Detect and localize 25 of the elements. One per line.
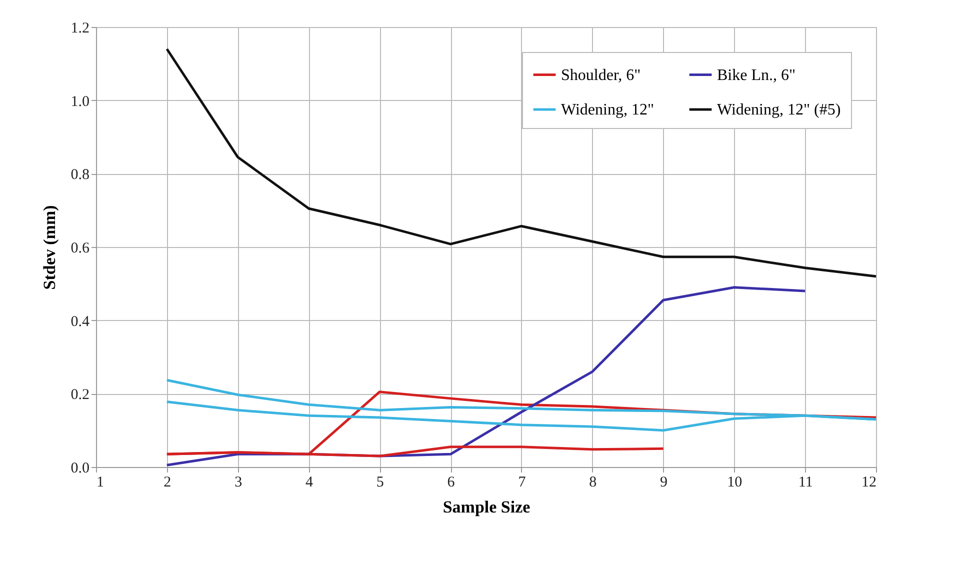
x-tick-label: 5 (376, 474, 384, 490)
x-tick-label: 8 (589, 474, 597, 490)
x-tick-label: 10 (727, 474, 742, 490)
x-axis-title: Sample Size (442, 498, 531, 516)
y-tick-label: 0.2 (70, 387, 90, 404)
x-tick-label: 3 (234, 474, 242, 490)
x-tick-label: 7 (518, 474, 526, 490)
x-tick-label: 11 (798, 474, 813, 490)
legend-label: Shoulder, 6" (561, 66, 641, 84)
y-tick-label: 1.0 (70, 94, 90, 110)
y-tick-label: 0.8 (70, 167, 90, 184)
y-tick-label: 1.2 (70, 20, 90, 36)
y-axis-title: Stdev (mm) (40, 205, 59, 290)
legend-label: Widening, 12" (#5) (717, 102, 841, 118)
x-tick-label: 12 (862, 474, 876, 490)
x-tick-label: 2 (164, 474, 172, 490)
y-tick-label: 0.6 (70, 240, 90, 256)
y-tick-label: 0.4 (70, 314, 90, 330)
x-tick-label: 9 (660, 474, 668, 490)
x-tick-label: 6 (447, 474, 456, 490)
x-tick-label: 4 (305, 474, 314, 490)
legend-label: Bike Ln., 6" (717, 66, 796, 84)
y-tick-label: 0.0 (70, 460, 90, 476)
legend-label: Widening, 12" (561, 102, 654, 118)
x-tick-label: 1 (96, 474, 104, 490)
